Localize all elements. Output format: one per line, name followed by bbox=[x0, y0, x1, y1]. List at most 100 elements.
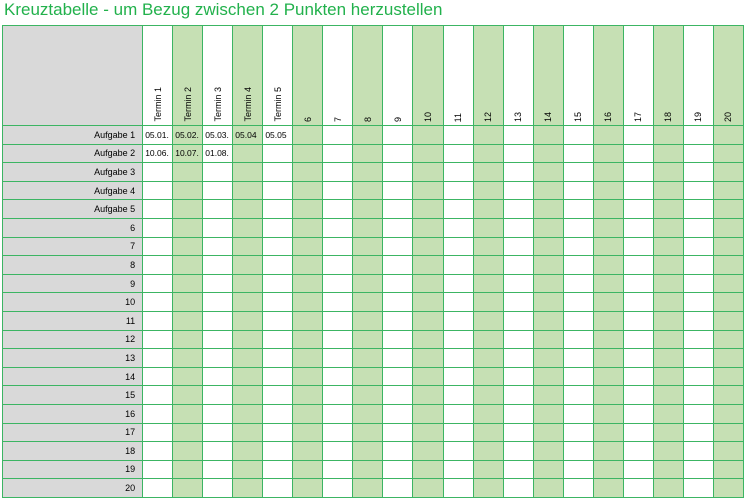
row-header[interactable]: 19 bbox=[1, 459, 144, 480]
table-cell[interactable] bbox=[682, 292, 714, 312]
table-cell[interactable] bbox=[652, 273, 684, 294]
table-cell[interactable] bbox=[172, 273, 204, 294]
table-cell[interactable] bbox=[532, 385, 564, 405]
table-cell[interactable] bbox=[682, 385, 714, 405]
table-cell[interactable] bbox=[652, 255, 684, 275]
table-cell[interactable] bbox=[352, 366, 384, 387]
table-cell[interactable] bbox=[292, 478, 324, 498]
table-cell[interactable] bbox=[262, 143, 294, 164]
table-cell[interactable] bbox=[172, 366, 204, 387]
table-cell[interactable] bbox=[592, 422, 624, 443]
table-cell[interactable] bbox=[712, 162, 745, 182]
table-cell[interactable] bbox=[682, 329, 714, 350]
table-cell[interactable]: 05.01. bbox=[142, 125, 174, 145]
table-cell[interactable] bbox=[262, 366, 294, 387]
table-cell[interactable] bbox=[622, 403, 654, 424]
table-cell[interactable] bbox=[592, 385, 624, 405]
table-cell[interactable] bbox=[562, 403, 594, 424]
table-cell[interactable] bbox=[622, 236, 654, 257]
table-cell[interactable] bbox=[262, 273, 294, 294]
table-cell[interactable] bbox=[682, 366, 714, 387]
table-cell[interactable] bbox=[352, 329, 384, 350]
table-cell[interactable] bbox=[622, 310, 654, 331]
table-cell[interactable] bbox=[562, 329, 594, 350]
row-header[interactable]: Aufgabe 3 bbox=[1, 162, 144, 182]
table-cell[interactable] bbox=[562, 199, 594, 219]
table-cell[interactable] bbox=[142, 329, 174, 350]
table-cell[interactable] bbox=[442, 180, 474, 201]
column-header[interactable]: 9 bbox=[382, 25, 414, 126]
table-cell[interactable] bbox=[472, 180, 504, 201]
table-cell[interactable] bbox=[652, 422, 684, 443]
table-cell[interactable] bbox=[352, 385, 384, 405]
table-cell[interactable] bbox=[712, 292, 745, 312]
table-cell[interactable] bbox=[502, 366, 534, 387]
table-cell[interactable] bbox=[622, 273, 654, 294]
row-header[interactable]: 16 bbox=[1, 403, 144, 424]
table-cell[interactable] bbox=[292, 366, 324, 387]
table-cell[interactable] bbox=[292, 385, 324, 405]
table-cell[interactable] bbox=[322, 217, 354, 238]
table-cell[interactable] bbox=[562, 255, 594, 275]
table-cell[interactable] bbox=[262, 441, 294, 461]
column-header[interactable]: 12 bbox=[472, 25, 504, 126]
column-header[interactable]: 8 bbox=[352, 25, 384, 126]
table-cell[interactable] bbox=[502, 199, 534, 219]
table-cell[interactable] bbox=[502, 236, 534, 257]
table-cell[interactable] bbox=[412, 459, 444, 480]
table-cell[interactable] bbox=[202, 236, 234, 257]
table-cell[interactable] bbox=[382, 162, 414, 182]
table-cell[interactable] bbox=[352, 199, 384, 219]
table-cell[interactable] bbox=[232, 162, 264, 182]
table-cell[interactable] bbox=[322, 385, 354, 405]
table-cell[interactable] bbox=[442, 292, 474, 312]
table-cell[interactable] bbox=[322, 236, 354, 257]
table-cell[interactable] bbox=[592, 348, 624, 368]
table-cell[interactable] bbox=[352, 180, 384, 201]
table-cell[interactable] bbox=[622, 125, 654, 145]
table-cell[interactable] bbox=[382, 143, 414, 164]
row-header[interactable]: 8 bbox=[1, 255, 144, 275]
table-cell[interactable] bbox=[352, 422, 384, 443]
table-cell[interactable] bbox=[622, 478, 654, 498]
table-cell[interactable] bbox=[202, 348, 234, 368]
table-cell[interactable] bbox=[712, 217, 745, 238]
table-cell[interactable] bbox=[592, 441, 624, 461]
column-header[interactable]: 17 bbox=[622, 25, 654, 126]
table-cell[interactable] bbox=[262, 236, 294, 257]
table-cell[interactable] bbox=[562, 162, 594, 182]
table-cell[interactable] bbox=[712, 199, 745, 219]
table-cell[interactable] bbox=[322, 403, 354, 424]
table-cell[interactable] bbox=[562, 441, 594, 461]
column-header[interactable]: 13 bbox=[502, 25, 534, 126]
table-cell[interactable] bbox=[712, 441, 745, 461]
table-cell[interactable] bbox=[592, 162, 624, 182]
table-cell[interactable] bbox=[532, 236, 564, 257]
table-cell[interactable] bbox=[592, 143, 624, 164]
table-cell[interactable] bbox=[682, 310, 714, 331]
table-cell[interactable] bbox=[622, 143, 654, 164]
row-header[interactable]: 18 bbox=[1, 441, 144, 461]
table-cell[interactable] bbox=[502, 459, 534, 480]
table-cell[interactable] bbox=[652, 162, 684, 182]
row-header[interactable]: 9 bbox=[1, 273, 144, 294]
table-cell[interactable] bbox=[622, 180, 654, 201]
table-cell[interactable] bbox=[712, 273, 745, 294]
table-cell[interactable] bbox=[202, 459, 234, 480]
table-cell[interactable] bbox=[202, 292, 234, 312]
table-cell[interactable] bbox=[712, 236, 745, 257]
table-cell[interactable] bbox=[142, 310, 174, 331]
table-cell[interactable] bbox=[592, 236, 624, 257]
table-cell[interactable] bbox=[142, 292, 174, 312]
table-cell[interactable] bbox=[682, 478, 714, 498]
table-cell[interactable] bbox=[592, 478, 624, 498]
table-cell[interactable] bbox=[412, 403, 444, 424]
table-cell[interactable] bbox=[652, 143, 684, 164]
table-cell[interactable]: 05.04 bbox=[232, 125, 264, 145]
table-cell[interactable] bbox=[142, 162, 174, 182]
table-cell[interactable] bbox=[172, 422, 204, 443]
table-cell[interactable] bbox=[262, 292, 294, 312]
table-cell[interactable] bbox=[442, 403, 474, 424]
table-cell[interactable] bbox=[262, 217, 294, 238]
table-cell[interactable] bbox=[532, 366, 564, 387]
